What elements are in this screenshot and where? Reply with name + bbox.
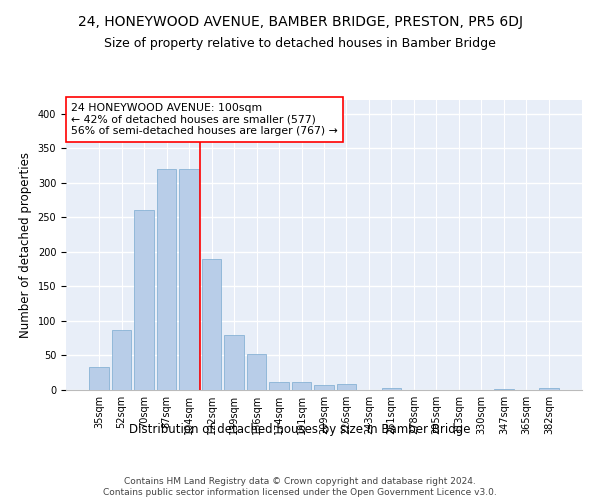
Bar <box>382 388 401 390</box>
Bar <box>269 382 289 390</box>
Bar <box>112 330 131 390</box>
Bar <box>134 210 154 390</box>
Bar <box>157 169 176 390</box>
Text: 24 HONEYWOOD AVENUE: 100sqm
← 42% of detached houses are smaller (577)
56% of se: 24 HONEYWOOD AVENUE: 100sqm ← 42% of det… <box>71 103 338 136</box>
Bar <box>292 382 311 390</box>
Text: Distribution of detached houses by size in Bamber Bridge: Distribution of detached houses by size … <box>129 422 471 436</box>
Bar <box>202 259 221 390</box>
Text: Contains HM Land Registry data © Crown copyright and database right 2024.
Contai: Contains HM Land Registry data © Crown c… <box>103 478 497 497</box>
Bar <box>494 388 514 390</box>
Text: 24, HONEYWOOD AVENUE, BAMBER BRIDGE, PRESTON, PR5 6DJ: 24, HONEYWOOD AVENUE, BAMBER BRIDGE, PRE… <box>77 15 523 29</box>
Text: Size of property relative to detached houses in Bamber Bridge: Size of property relative to detached ho… <box>104 38 496 51</box>
Bar <box>179 169 199 390</box>
Bar <box>314 385 334 390</box>
Bar <box>247 354 266 390</box>
Y-axis label: Number of detached properties: Number of detached properties <box>19 152 32 338</box>
Bar <box>337 384 356 390</box>
Bar <box>224 335 244 390</box>
Bar <box>539 388 559 390</box>
Bar <box>89 367 109 390</box>
